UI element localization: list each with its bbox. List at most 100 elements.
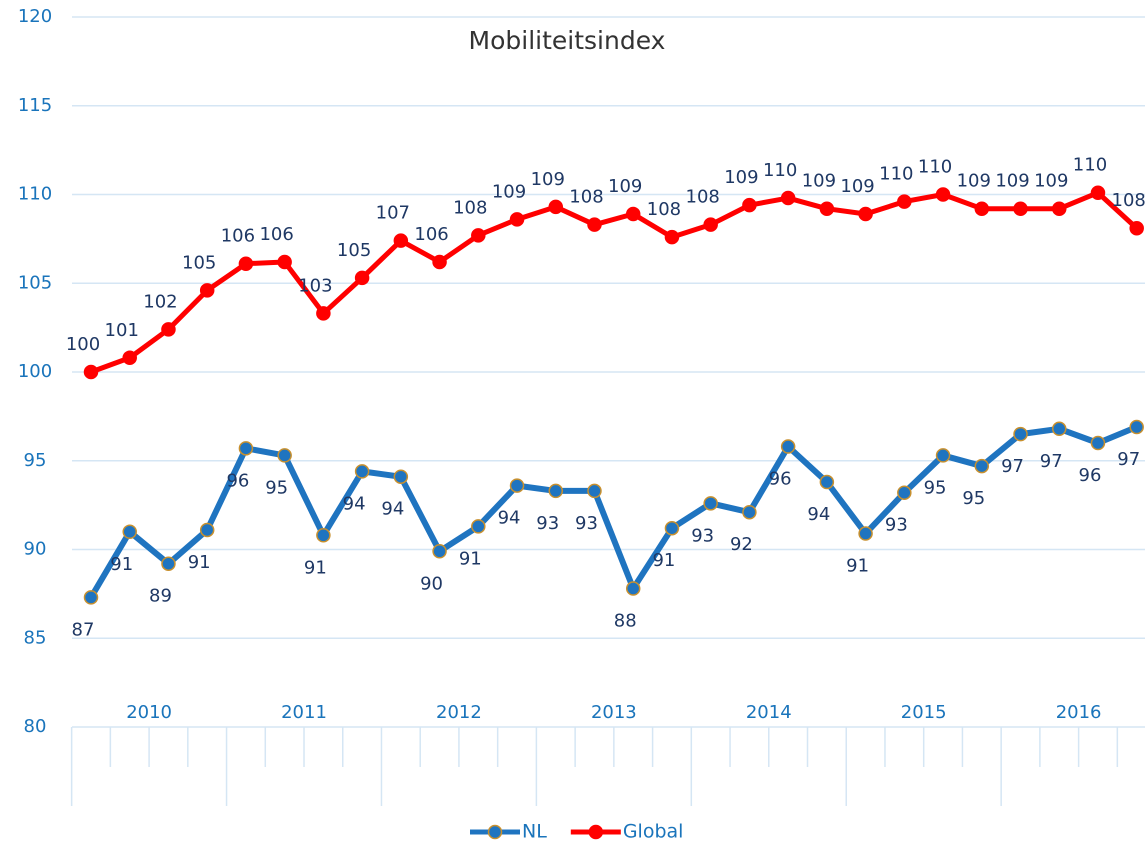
data-label: 91 [110, 554, 133, 575]
marker [509, 212, 525, 227]
marker [935, 448, 951, 463]
marker [432, 544, 447, 559]
data-label: 91 [846, 556, 869, 577]
y-tick-label: 95 [24, 450, 47, 471]
marker [1090, 185, 1106, 200]
data-label: 93 [691, 525, 714, 546]
x-group-label: 2012 [436, 702, 482, 723]
y-tick-label: 90 [24, 539, 47, 560]
marker [354, 270, 370, 286]
marker [1013, 426, 1028, 442]
marker [471, 228, 486, 243]
data-label: 103 [298, 275, 332, 296]
marker [974, 201, 990, 216]
marker [703, 496, 718, 511]
data-label: 90 [420, 573, 443, 594]
series-line [88, 424, 1138, 599]
data-label: 109 [724, 167, 758, 188]
marker [935, 187, 951, 202]
data-label: 110 [1073, 155, 1107, 176]
data-label: 91 [304, 557, 327, 578]
marker [548, 199, 564, 215]
marker [703, 217, 718, 232]
data-label: 100 [66, 334, 100, 355]
data-label: 105 [182, 252, 216, 273]
y-tick-label: 115 [18, 95, 52, 116]
data-label: 95 [962, 488, 985, 509]
series-line [90, 190, 1139, 375]
marker [122, 350, 137, 366]
marker [664, 229, 680, 245]
marker [277, 254, 292, 270]
legend-marker [588, 824, 604, 840]
marker [819, 474, 835, 490]
data-label: 109 [531, 169, 565, 190]
marker [316, 528, 331, 543]
data-label: 94 [381, 499, 404, 520]
data-label: 109 [802, 171, 836, 192]
marker [1129, 419, 1144, 435]
y-tick-label: 80 [24, 716, 47, 737]
data-label: 94 [807, 504, 830, 525]
marker [471, 519, 486, 534]
marker [625, 581, 641, 596]
marker [238, 256, 254, 271]
data-label: 109 [840, 176, 874, 197]
marker [161, 556, 176, 571]
marker [742, 504, 757, 520]
marker [1052, 201, 1067, 216]
data-label: 89 [149, 586, 172, 607]
data-label: 110 [763, 160, 797, 181]
data-label: 109 [492, 181, 526, 202]
marker [393, 469, 409, 484]
data-label: 106 [221, 226, 255, 247]
marker [199, 522, 215, 538]
x-group-label: 2014 [746, 702, 792, 723]
data-label: 110 [918, 157, 952, 178]
data-label: 109 [608, 176, 642, 197]
marker [587, 217, 602, 232]
data-label: 97 [1040, 451, 1063, 472]
marker [625, 206, 641, 222]
marker [587, 483, 602, 499]
x-group-label: 2010 [126, 702, 172, 723]
data-label: 97 [1001, 456, 1024, 477]
data-label: 109 [957, 171, 991, 192]
y-tick-label: 85 [24, 627, 47, 648]
marker [1013, 201, 1028, 216]
y-tick-label: 105 [18, 272, 52, 293]
data-label: 107 [376, 203, 410, 224]
data-label: 96 [769, 469, 792, 490]
y-tick-label: 110 [18, 184, 52, 205]
data-label: 93 [575, 513, 598, 534]
marker [1129, 220, 1144, 236]
x-group-label: 2013 [591, 702, 637, 723]
data-label: 102 [143, 291, 177, 312]
data-label: 91 [188, 552, 211, 573]
marker [897, 194, 912, 209]
data-label: 96 [1079, 465, 1102, 486]
marker [1052, 421, 1067, 437]
legend-marker [487, 824, 503, 840]
data-label: 94 [498, 508, 521, 529]
marker [354, 464, 370, 479]
marker [897, 485, 912, 500]
x-group-label: 2011 [281, 702, 327, 723]
marker [548, 483, 564, 499]
marker [199, 283, 215, 298]
y-tick-label: 120 [18, 6, 52, 27]
data-label: 108 [569, 187, 603, 208]
data-label: 92 [730, 534, 753, 555]
x-group-label: 2015 [901, 702, 947, 723]
data-label: 106 [414, 224, 448, 245]
data-label: 108 [1112, 190, 1145, 211]
marker [393, 233, 409, 248]
marker [509, 478, 525, 493]
data-label: 108 [453, 197, 487, 218]
marker [122, 524, 137, 539]
data-label: 110 [879, 164, 913, 185]
data-label: 91 [459, 548, 482, 569]
marker [277, 448, 292, 463]
data-label: 95 [924, 477, 947, 498]
